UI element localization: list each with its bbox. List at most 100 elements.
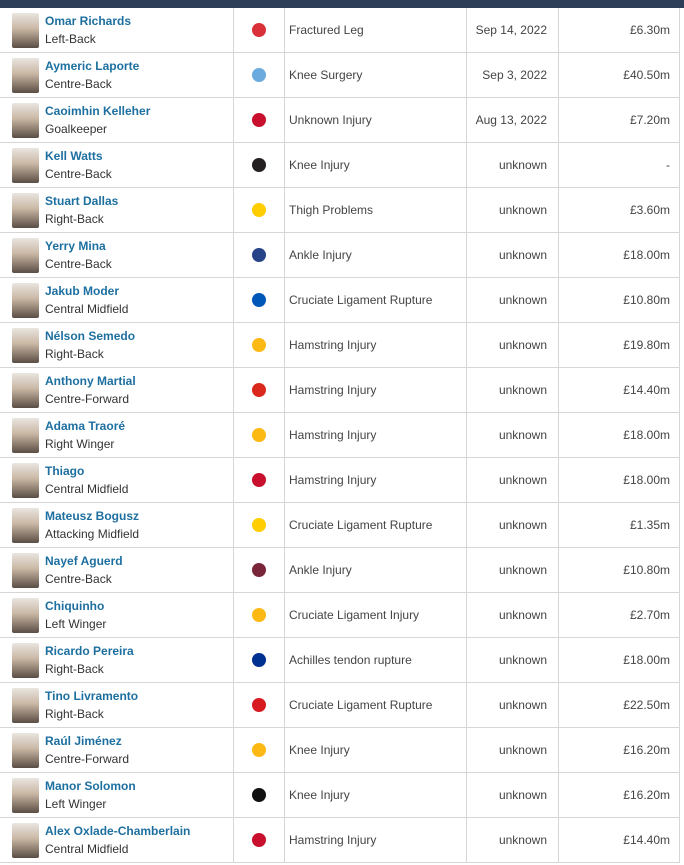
- player-photo: [12, 733, 39, 768]
- injury-date: unknown: [498, 563, 547, 577]
- player-name[interactable]: Thiago: [45, 464, 85, 478]
- club-logo: [252, 428, 266, 442]
- injury: Unknown Injury: [289, 113, 372, 127]
- club-logo: [252, 833, 266, 847]
- player-position: Centre-Back: [45, 77, 112, 91]
- injury: Fractured Leg: [289, 23, 364, 37]
- player-position: Right Winger: [45, 437, 115, 451]
- date-cell: unknown: [467, 503, 559, 547]
- table-row: Nélson Semedo Right-Back Hamstring Injury u…: [0, 323, 680, 368]
- injury: Knee Injury: [289, 743, 350, 757]
- injury: Knee Injury: [289, 788, 350, 802]
- market-value: £3.60m: [629, 203, 670, 217]
- player-name[interactable]: Adama Traoré: [45, 419, 126, 433]
- market-value: £18.00m: [623, 653, 670, 667]
- player-name[interactable]: Nayef Aguerd: [45, 554, 123, 568]
- value-cell: £16.20m: [559, 728, 680, 772]
- value-cell: £19.80m: [559, 323, 680, 367]
- club-cell: [234, 458, 285, 502]
- value-cell: £18.00m: [559, 233, 680, 277]
- injury-cell: Hamstring Injury: [285, 368, 467, 412]
- player-name[interactable]: Chiquinho: [45, 599, 105, 613]
- player-name[interactable]: Jakub Moder: [45, 284, 120, 298]
- player-name[interactable]: Ricardo Pereira: [45, 644, 134, 658]
- injury-cell: Cruciate Ligament Rupture: [285, 278, 467, 322]
- injury-cell: Knee Surgery: [285, 53, 467, 97]
- player-name[interactable]: Aymeric Laporte: [45, 59, 140, 73]
- injury-cell: Ankle Injury: [285, 233, 467, 277]
- injury-date: unknown: [498, 248, 547, 262]
- player-cell: Mateusz Bogusz Attacking Midfield: [0, 503, 234, 547]
- table-row: Anthony Martial Centre-Forward Hamstring I…: [0, 368, 680, 413]
- player-cell: Ricardo Pereira Right-Back: [0, 638, 234, 682]
- injury: Achilles tendon rupture: [289, 653, 412, 667]
- injury-date: unknown: [498, 743, 547, 757]
- player-position: Right-Back: [45, 347, 104, 361]
- player-name[interactable]: Kell Watts: [45, 149, 103, 163]
- player-name[interactable]: Tino Livramento: [45, 689, 139, 703]
- table-row: Alex Oxlade-Chamberlain Central Midfield H…: [0, 818, 680, 863]
- date-cell: unknown: [467, 188, 559, 232]
- injury-cell: Unknown Injury: [285, 98, 467, 142]
- player-name[interactable]: Manor Solomon: [45, 779, 136, 793]
- player-name[interactable]: Nélson Semedo: [45, 329, 136, 343]
- player-position: Right-Back: [45, 707, 104, 721]
- injury-cell: Ankle Injury: [285, 548, 467, 592]
- injury: Knee Surgery: [289, 68, 363, 82]
- injury-date: unknown: [498, 788, 547, 802]
- player-cell: Jakub Moder Central Midfield: [0, 278, 234, 322]
- player-name[interactable]: Caoimhin Kelleher: [45, 104, 151, 118]
- player-position: Right-Back: [45, 212, 104, 226]
- injury: Cruciate Ligament Rupture: [289, 293, 433, 307]
- injury-cell: Cruciate Ligament Rupture: [285, 683, 467, 727]
- club-cell: [234, 323, 285, 367]
- market-value: £1.35m: [629, 518, 670, 532]
- injury-date: unknown: [498, 293, 547, 307]
- date-cell: unknown: [467, 278, 559, 322]
- market-value: £6.30m: [629, 23, 670, 37]
- player-name[interactable]: Yerry Mina: [45, 239, 106, 253]
- injury: Hamstring Injury: [289, 473, 377, 487]
- date-cell: unknown: [467, 458, 559, 502]
- header-bar: [0, 0, 684, 8]
- club-cell: [234, 638, 285, 682]
- value-cell: -: [559, 143, 680, 187]
- club-logo: [252, 473, 266, 487]
- player-name[interactable]: Raúl Jiménez: [45, 734, 122, 748]
- club-logo: [252, 608, 266, 622]
- player-cell: Kell Watts Centre-Back: [0, 143, 234, 187]
- injury: Thigh Problems: [289, 203, 374, 217]
- value-cell: £18.00m: [559, 413, 680, 457]
- player-name[interactable]: Alex Oxlade-Chamberlain: [45, 824, 191, 838]
- player-position: Centre-Forward: [45, 752, 130, 766]
- club-cell: [234, 8, 285, 52]
- player-photo: [12, 553, 39, 588]
- injury: Cruciate Ligament Rupture: [289, 518, 433, 532]
- market-value: £16.20m: [623, 743, 670, 757]
- injury: Hamstring Injury: [289, 428, 377, 442]
- injury-date: unknown: [498, 428, 547, 442]
- club-logo: [252, 653, 266, 667]
- date-cell: unknown: [467, 728, 559, 772]
- date-cell: unknown: [467, 818, 559, 862]
- club-cell: [234, 773, 285, 817]
- date-cell: unknown: [467, 638, 559, 682]
- player-photo: [12, 598, 39, 633]
- player-photo: [12, 148, 39, 183]
- player-position: Centre-Back: [45, 572, 112, 586]
- player-name[interactable]: Mateusz Bogusz: [45, 509, 140, 523]
- value-cell: £18.00m: [559, 458, 680, 502]
- player-position: Centre-Forward: [45, 392, 130, 406]
- player-name[interactable]: Stuart Dallas: [45, 194, 119, 208]
- player-name[interactable]: Anthony Martial: [45, 374, 136, 388]
- club-logo: [252, 563, 266, 577]
- table-row: Yerry Mina Centre-Back Ankle Injury unknown…: [0, 233, 680, 278]
- player-position: Goalkeeper: [45, 122, 108, 136]
- player-photo: [12, 463, 39, 498]
- player-name[interactable]: Omar Richards: [45, 14, 132, 28]
- club-cell: [234, 233, 285, 277]
- club-logo: [252, 788, 266, 802]
- player-position: Centre-Back: [45, 167, 112, 181]
- table-row: Ricardo Pereira Right-Back Achilles tendon…: [0, 638, 680, 683]
- player-photo: [12, 283, 39, 318]
